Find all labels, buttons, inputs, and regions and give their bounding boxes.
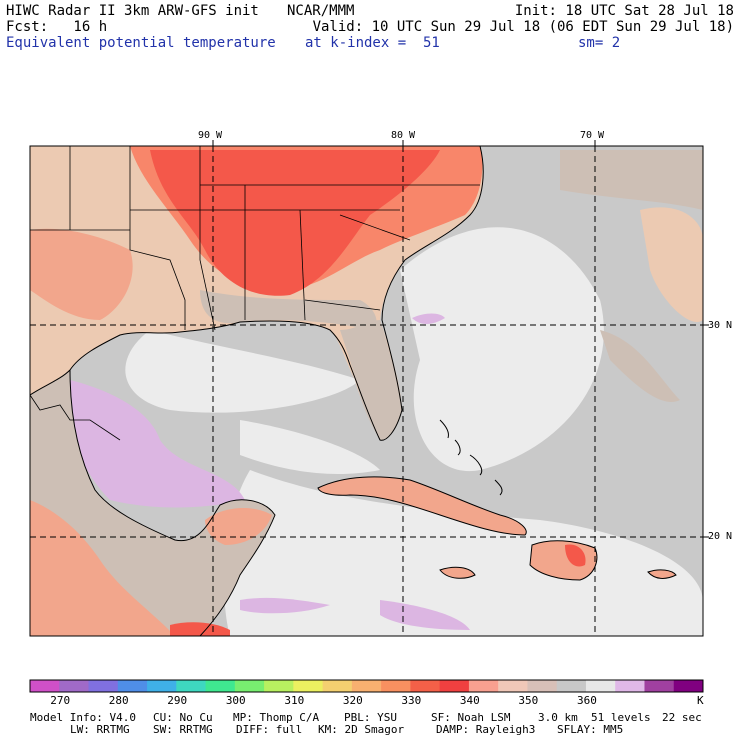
colorbar [29, 679, 704, 693]
puerto-rico [648, 569, 676, 579]
colorbar-tick-label: 280 [108, 694, 129, 707]
map-panel [30, 146, 703, 636]
colorbar-swatch [30, 680, 60, 692]
florida [340, 320, 402, 441]
microphysics-scheme: MP: Thomp C/A [233, 711, 320, 724]
colorbar-frame [29, 679, 704, 693]
frame-ticks [212, 140, 709, 538]
colorbar-swatch [615, 680, 645, 692]
atlantic-light-band [400, 227, 604, 472]
western-gulf-lilac [67, 380, 245, 508]
colorbar-swatch [673, 680, 704, 692]
mexico-salmon [30, 500, 175, 636]
colorbar-swatch [322, 680, 353, 692]
east-atlantic-tan [640, 207, 703, 322]
colorbar-tick-label: 290 [167, 694, 188, 707]
damping-option: DAMP: Rayleigh3 [436, 723, 536, 736]
lat-label-30n: 30 N [708, 320, 733, 331]
coastlines [30, 146, 677, 636]
colorbar-units: K [697, 694, 704, 707]
colorbar-tick-label: 300 [225, 694, 246, 707]
diffusion-option: DIFF: full [236, 723, 303, 736]
colorbar-swatch [644, 680, 675, 692]
colorbar-swatch [88, 680, 119, 692]
colorbar-tick-label: 350 [518, 694, 539, 707]
map-frame [29, 145, 704, 637]
us-taupe-band [200, 290, 377, 330]
colorbar-tick-label: 340 [459, 694, 480, 707]
colorbar-swatch [234, 680, 265, 692]
lon-label-70w: 70 W [580, 130, 605, 141]
colorbar-swatch [527, 680, 558, 692]
colorbar-swatch [381, 680, 411, 692]
surface-layer-option: SFLAY: MM5 [557, 723, 624, 736]
east-atlantic-taupe [560, 150, 703, 210]
cumulus-scheme: CU: No Cu [153, 711, 213, 724]
gulf-light-band-2 [240, 420, 380, 475]
texas-salmon [30, 228, 133, 320]
south-caribbean-lilac [240, 597, 330, 614]
lon-label-90w: 90 W [198, 130, 223, 141]
colorbar-tick-label: 310 [284, 694, 305, 707]
colorbar-swatch [147, 680, 177, 692]
colorbar-swatch [351, 680, 382, 692]
colorbar-swatch [498, 680, 528, 692]
field-name: Equivalent potential temperature [6, 35, 276, 51]
longwave-scheme: LW: RRTMG [70, 723, 130, 736]
colorbar-swatch [293, 680, 324, 692]
colorbar-swatch [585, 680, 616, 692]
colorbar-tick-label: 270 [50, 694, 71, 707]
pbl-scheme: PBL: YSU [344, 711, 397, 724]
hispaniola-hot [565, 544, 586, 567]
yucatan [205, 508, 272, 545]
atlantic-lilac [412, 313, 445, 324]
model-title: HIWC Radar II 3km ARW-GFS init [6, 3, 259, 19]
lon-label-80w: 80 W [391, 130, 416, 141]
lat-label-20n: 20 N [708, 531, 733, 542]
central-america-hot [170, 622, 230, 636]
km-option: KM: 2D Smagor [318, 723, 405, 736]
us-hot-region [150, 150, 440, 296]
forecast-hour: Fcst: 16 h [6, 19, 108, 35]
colorbar-tick-label: 360 [576, 694, 597, 707]
atlantic-swirl [600, 330, 680, 402]
jamaica [440, 567, 475, 579]
graticule [30, 146, 703, 636]
colorbar-swatch [117, 680, 148, 692]
colorbar-swatch [59, 680, 90, 692]
time-step: 22 sec [662, 711, 702, 724]
surface-scheme: SF: Noah LSM [431, 711, 511, 724]
shortwave-scheme: SW: RRTMG [153, 723, 213, 736]
gulf-light-band [125, 330, 360, 413]
caribbean-light-band [224, 470, 703, 636]
colorbar-swatch [205, 680, 236, 692]
colorbar-swatch [176, 680, 207, 692]
colorbar-swatch [410, 680, 441, 692]
colorbar-tick-label: 330 [401, 694, 422, 707]
colorbar-tick-label: 320 [342, 694, 363, 707]
smoothing-label: sm= 2 [578, 35, 621, 51]
init-time: Init: 18 UTC Sat 28 Jul 18 [514, 3, 734, 19]
vertical-levels: 51 levels [591, 711, 651, 724]
cuba [318, 476, 527, 535]
valid-time: Valid: 10 UTC Sun 29 Jul 18 (06 EDT Sun … [312, 19, 734, 35]
model-info: Model Info: V4.0 [30, 711, 136, 724]
grid-spacing: 3.0 km [538, 711, 578, 724]
colorbar-swatch [264, 680, 294, 692]
organization-label: NCAR/MMM [287, 3, 355, 19]
colorbar-swatch [556, 680, 587, 692]
colorbar-swatch [439, 680, 470, 692]
level-label: at k-index = 51 [305, 35, 440, 51]
colorbar-swatch [468, 680, 499, 692]
